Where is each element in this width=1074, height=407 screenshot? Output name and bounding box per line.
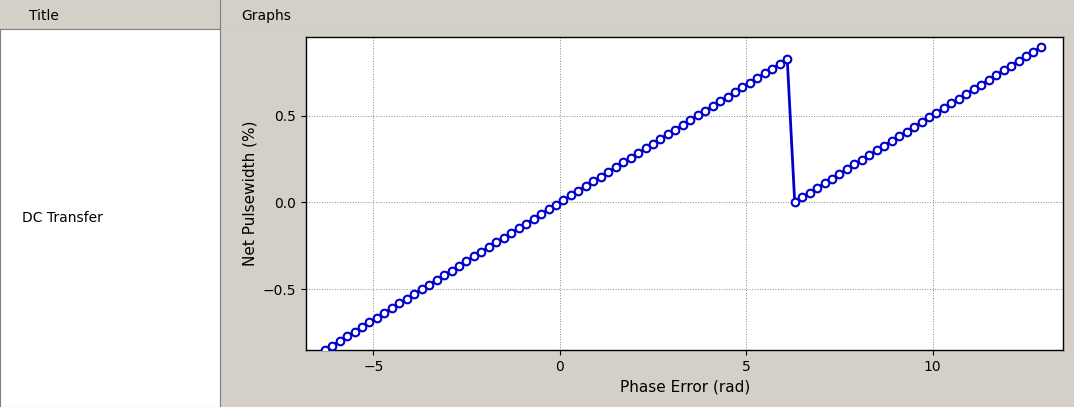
Text: Graphs: Graphs (242, 9, 291, 23)
Text: DC Transfer: DC Transfer (21, 211, 103, 225)
Y-axis label: Net Pulsewidth (%): Net Pulsewidth (%) (243, 121, 258, 267)
X-axis label: Phase Error (rad): Phase Error (rad) (620, 379, 750, 394)
Text: Title: Title (29, 9, 58, 23)
